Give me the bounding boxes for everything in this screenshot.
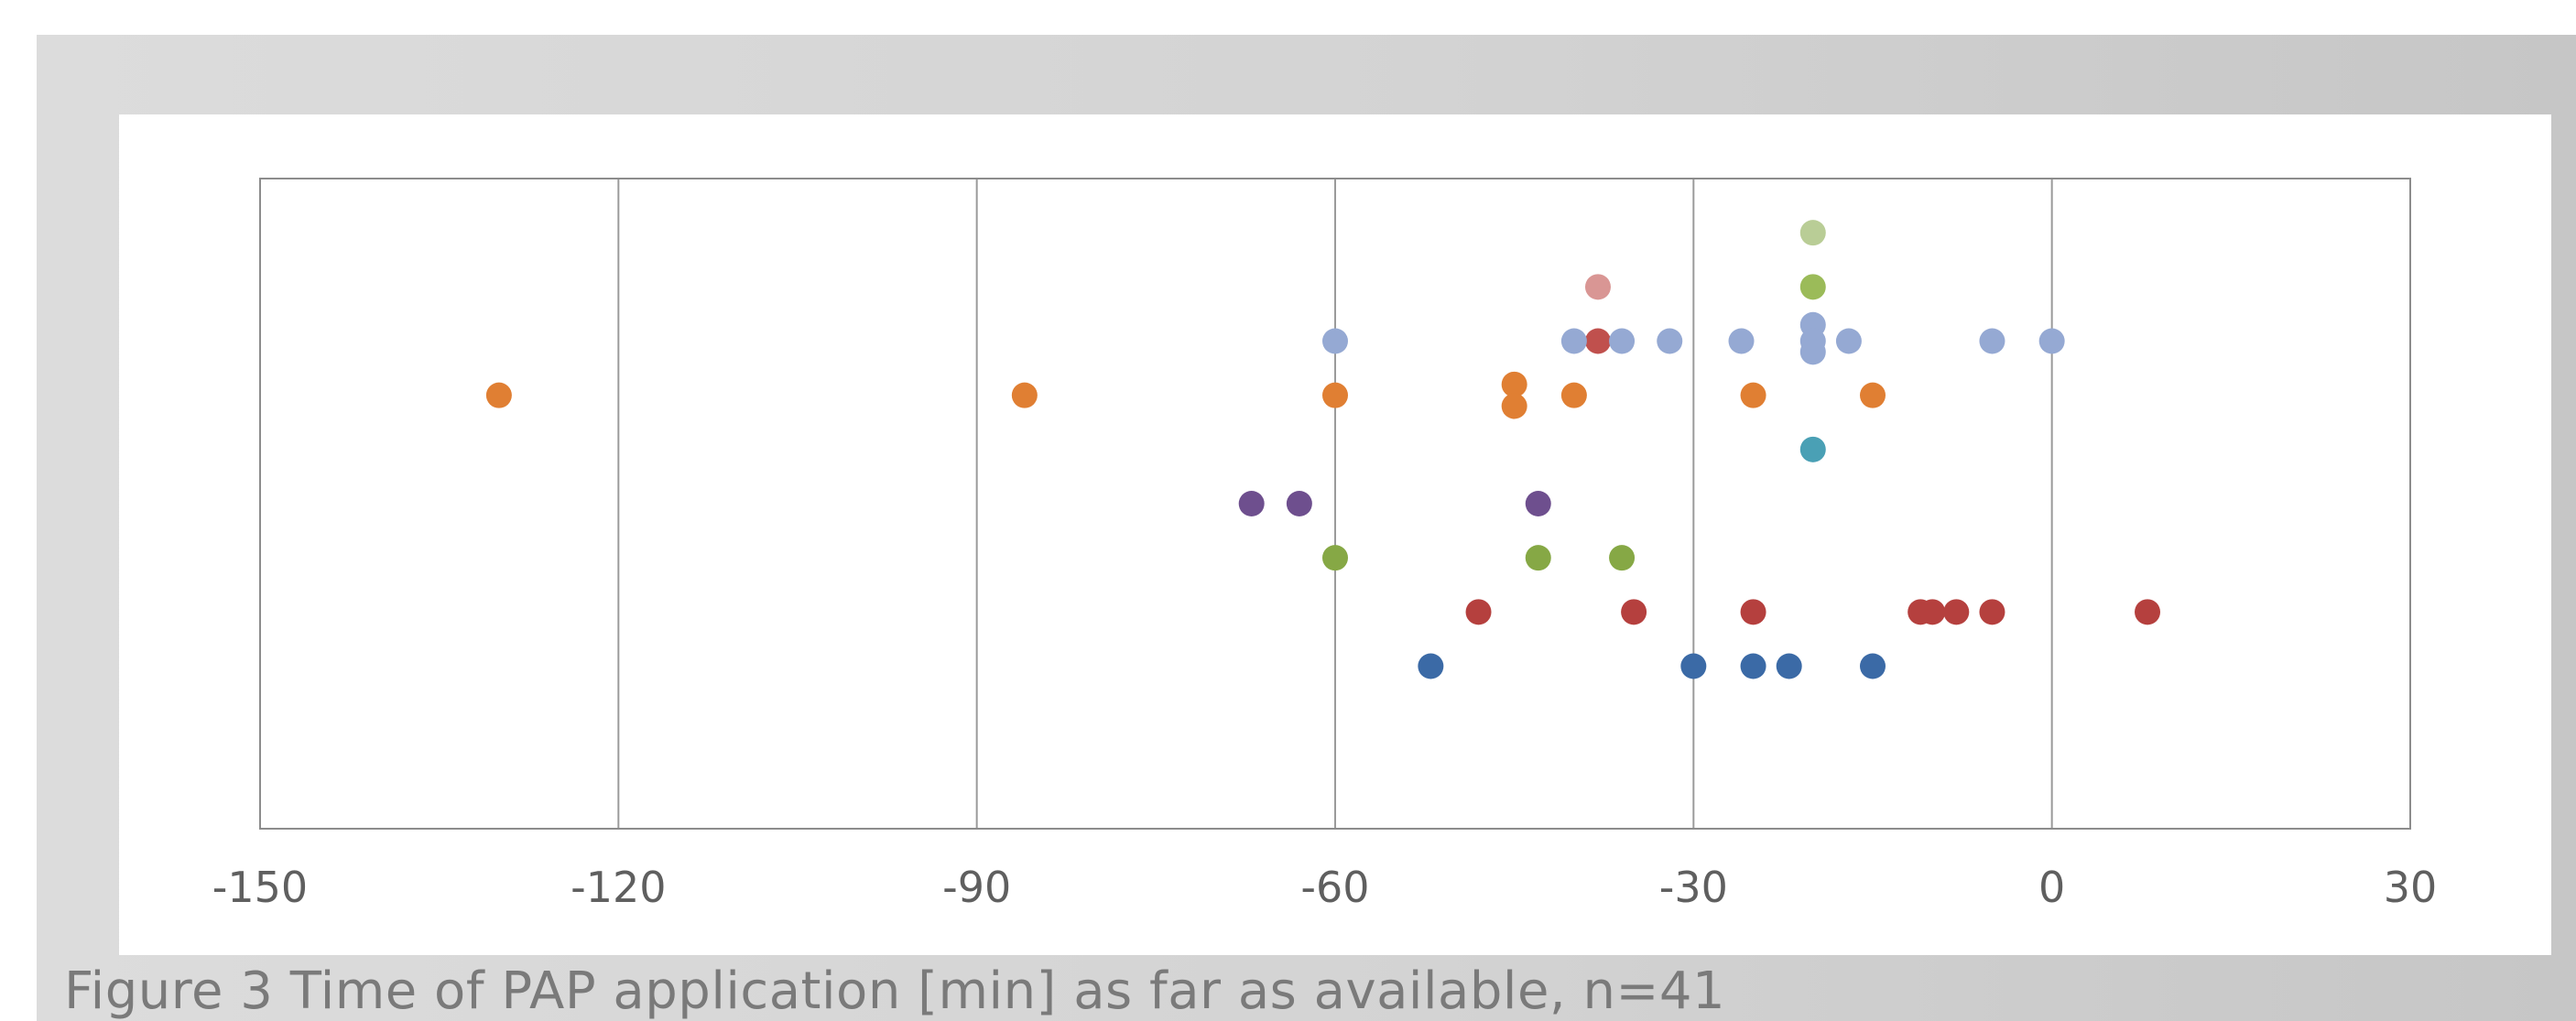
series-10 (1465, 599, 2161, 625)
data-point (1740, 599, 1766, 625)
data-point (1621, 599, 1647, 625)
data-point (1728, 328, 1755, 354)
scatter-chart: -150 -120 -90 -60 -30 0 30 (212, 178, 2437, 912)
x-tick-label: -150 (212, 863, 308, 912)
series-4 (1584, 274, 1611, 300)
data-point (1776, 653, 1802, 679)
plot-area (259, 178, 2411, 830)
data-point (1680, 653, 1707, 679)
data-point (485, 382, 512, 408)
data-point (1943, 599, 1970, 625)
figure-frame: -150 -120 -90 -60 -30 0 30 (37, 35, 2576, 1021)
series-6 (485, 371, 1886, 419)
data-point (1835, 328, 1862, 354)
x-tick-labels: -150 -120 -90 -60 -30 0 30 (212, 863, 2437, 912)
data-point (1609, 328, 1636, 354)
data-points (485, 220, 2161, 679)
x-tick-label: 0 (2038, 863, 2065, 912)
x-tick-label: -120 (571, 863, 666, 912)
chart-panel: -150 -120 -90 -60 -30 0 30 (119, 114, 2551, 955)
data-point (1860, 382, 1886, 408)
data-point (1560, 382, 1587, 408)
data-point (1238, 491, 1265, 516)
data-point (2038, 328, 2065, 354)
data-point (1860, 653, 1886, 679)
data-point (1740, 653, 1766, 679)
data-point (1286, 491, 1312, 516)
data-point (1584, 328, 1611, 354)
data-point (1609, 545, 1636, 571)
x-tick-label: -60 (1300, 863, 1369, 912)
data-point (2135, 599, 2161, 625)
series-11 (1418, 653, 1886, 679)
data-point (1979, 328, 2005, 354)
data-point (1525, 491, 1551, 516)
series-9 (1322, 545, 1636, 571)
series-5 (1322, 311, 2065, 365)
data-point (1799, 274, 1826, 300)
data-point (1322, 545, 1348, 571)
data-point (1501, 371, 1527, 397)
data-point (1322, 382, 1348, 408)
data-point (1525, 545, 1551, 571)
data-point (1657, 328, 1683, 354)
data-point (1799, 339, 1826, 365)
x-tick-label: -30 (1659, 863, 1728, 912)
data-point (1740, 382, 1766, 408)
series-8 (1238, 491, 1551, 516)
data-point (1011, 382, 1038, 408)
x-tick-label: -90 (942, 863, 1011, 912)
data-point (1501, 393, 1527, 419)
x-tick-label: 30 (2384, 863, 2438, 912)
data-point (1799, 436, 1826, 462)
data-point (1560, 328, 1587, 354)
series-7 (1799, 436, 1826, 462)
series-3 (1799, 220, 1826, 246)
grid-layer (617, 179, 2053, 829)
data-point (1322, 328, 1348, 354)
data-point (1979, 599, 2005, 625)
data-point (1919, 599, 1946, 625)
figure-caption: Figure 3 Time of PAP application [min] a… (64, 961, 1726, 1021)
series-1 (1799, 274, 1826, 300)
data-point (1418, 653, 1444, 679)
data-point (1465, 599, 1492, 625)
data-point (1799, 220, 1826, 246)
data-point (1584, 274, 1611, 300)
series-2 (1584, 328, 1611, 354)
